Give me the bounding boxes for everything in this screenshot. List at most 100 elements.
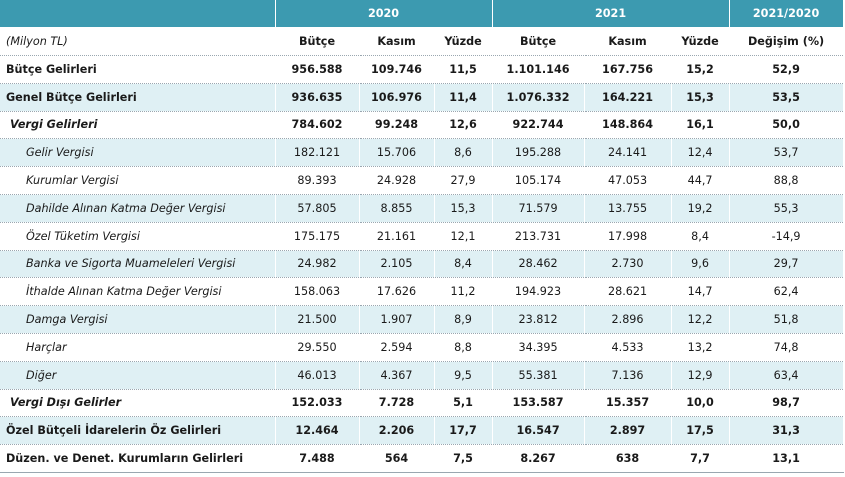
row-label: Banka ve Sigorta Muameleleri Vergisi (0, 250, 276, 279)
cell-value: 31,3 (729, 416, 844, 446)
cell-value: 936.635 (275, 83, 360, 112)
row-label: Dahilde Alınan Katma Değer Vergisi (0, 194, 276, 223)
cell-value: 28.621 (584, 277, 672, 307)
row-label: Gelir Vergisi (0, 138, 276, 168)
cell-value: 638 (584, 444, 672, 473)
cell-value: 27,9 (434, 166, 493, 195)
cell-value: 7.728 (359, 389, 435, 418)
cell-value: 1.076.332 (492, 83, 585, 112)
table-row: Banka ve Sigorta Muameleleri Vergisi 24.… (0, 250, 844, 279)
cell-value: 99.248 (359, 111, 435, 140)
cell-value: 44,7 (671, 166, 730, 195)
cell-value: 12,9 (671, 361, 730, 390)
row-label: Genel Bütçe Gelirleri (0, 83, 276, 112)
col-header-kasim-2020: Kasım (359, 27, 435, 56)
col-header-yuzde-2020: Yüzde (434, 27, 493, 56)
cell-value: 158.063 (275, 277, 360, 307)
cell-value: 55.381 (492, 361, 585, 390)
col-header-kasim-2021: Kasım (584, 27, 672, 56)
cell-value: 63,4 (729, 361, 844, 390)
header-blank-cell (0, 0, 276, 28)
cell-value: 2.206 (359, 416, 435, 446)
row-label: Harçlar (0, 333, 276, 362)
cell-value: 24.141 (584, 138, 672, 168)
row-label: Düzen. ve Denet. Kurumların Gelirleri (0, 444, 276, 473)
cell-value: 8,4 (671, 222, 730, 251)
cell-value: 15,2 (671, 55, 730, 84)
cell-value: 956.588 (275, 55, 360, 84)
cell-value: 51,8 (729, 305, 844, 334)
cell-value: 1.101.146 (492, 55, 585, 84)
cell-value: 9,6 (671, 250, 730, 279)
table-row: Bütçe Gelirleri 956.588 109.746 11,5 1.1… (0, 55, 844, 84)
header-row-columns: (Milyon TL) Bütçe Kasım Yüzde Bütçe Kası… (0, 27, 844, 56)
cell-value: 12,1 (434, 222, 493, 251)
cell-value: 88,8 (729, 166, 844, 195)
cell-value: 8,6 (434, 138, 493, 168)
cell-value: 194.923 (492, 277, 585, 307)
cell-value: 1.907 (359, 305, 435, 334)
cell-value: 2.105 (359, 250, 435, 279)
col-header-butce-2020: Bütçe (275, 27, 360, 56)
cell-value: 7,7 (671, 444, 730, 473)
table-row: Diğer 46.013 4.367 9,5 55.381 7.136 12,9… (0, 361, 844, 390)
unit-label: (Milyon TL) (0, 27, 276, 56)
cell-value: 24.928 (359, 166, 435, 195)
cell-value: 19,2 (671, 194, 730, 223)
cell-value: 17.998 (584, 222, 672, 251)
row-label: Vergi Gelirleri (0, 111, 276, 140)
table-row: Vergi Gelirleri 784.602 99.248 12,6 922.… (0, 111, 844, 140)
cell-value: 784.602 (275, 111, 360, 140)
table-row: Dahilde Alınan Katma Değer Vergisi 57.80… (0, 194, 844, 223)
row-label: Kurumlar Vergisi (0, 166, 276, 195)
cell-value: 71.579 (492, 194, 585, 223)
cell-value: 13.755 (584, 194, 672, 223)
header-row-years: 2020 2021 2021/2020 (0, 0, 844, 28)
table-row: Damga Vergisi 21.500 1.907 8,9 23.812 2.… (0, 305, 844, 334)
cell-value: 29.550 (275, 333, 360, 362)
cell-value: 152.033 (275, 389, 360, 418)
cell-value: 21.500 (275, 305, 360, 334)
cell-value: 153.587 (492, 389, 585, 418)
col-header-butce-2021: Bütçe (492, 27, 585, 56)
cell-value: 29,7 (729, 250, 844, 279)
cell-value: 148.864 (584, 111, 672, 140)
cell-value: 74,8 (729, 333, 844, 362)
cell-value: 14,7 (671, 277, 730, 307)
row-label: Diğer (0, 361, 276, 390)
cell-value: 5,1 (434, 389, 493, 418)
cell-value: 2.594 (359, 333, 435, 362)
cell-value: 109.746 (359, 55, 435, 84)
cell-value: 12,6 (434, 111, 493, 140)
cell-value: 62,4 (729, 277, 844, 307)
cell-value: 8,4 (434, 250, 493, 279)
cell-value: 11,4 (434, 83, 493, 112)
cell-value: 8.855 (359, 194, 435, 223)
cell-value: 2.730 (584, 250, 672, 279)
cell-value: 28.462 (492, 250, 585, 279)
row-label: Damga Vergisi (0, 305, 276, 334)
cell-value: 4.367 (359, 361, 435, 390)
row-label: Özel Bütçeli İdarelerin Öz Gelirleri (0, 416, 276, 446)
cell-value: 16.547 (492, 416, 585, 446)
row-label: Özel Tüketim Vergisi (0, 222, 276, 251)
cell-value: 15.706 (359, 138, 435, 168)
cell-value: 53,7 (729, 138, 844, 168)
table-row: Düzen. ve Denet. Kurumların Gelirleri 7.… (0, 444, 844, 473)
cell-value: 7.488 (275, 444, 360, 473)
cell-value: 15.357 (584, 389, 672, 418)
cell-value: 46.013 (275, 361, 360, 390)
cell-value: 182.121 (275, 138, 360, 168)
cell-value: 13,1 (729, 444, 844, 473)
cell-value: 17,7 (434, 416, 493, 446)
cell-value: 13,2 (671, 333, 730, 362)
cell-value: 17,5 (671, 416, 730, 446)
cell-value: 175.175 (275, 222, 360, 251)
header-change-group: 2021/2020 (729, 0, 844, 28)
cell-value: 164.221 (584, 83, 672, 112)
cell-value: 10,0 (671, 389, 730, 418)
cell-value: 564 (359, 444, 435, 473)
cell-value: 15,3 (434, 194, 493, 223)
col-header-degisim: Değişim (%) (729, 27, 844, 56)
